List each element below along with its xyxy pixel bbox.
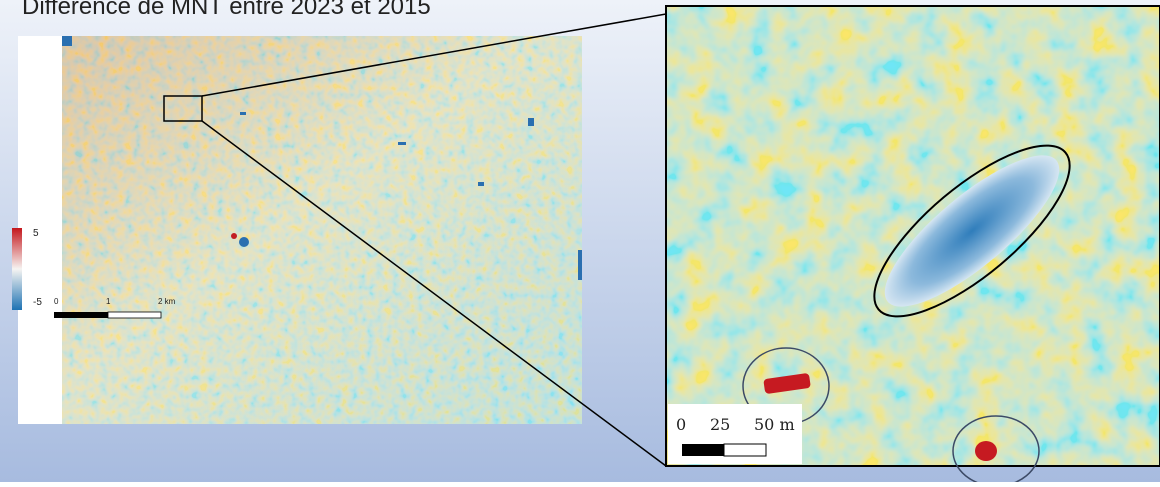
detail-scale-bar: 0 25 50 m: [668, 404, 802, 464]
scale-label: 1: [106, 297, 111, 306]
color-ramp: [12, 228, 22, 310]
detail-map: [667, 7, 1159, 465]
slide: Différence de MNT entre 2023 et 2015 5 -…: [0, 0, 1160, 482]
scale-label: 2 km: [158, 297, 176, 306]
legend-max: 5: [33, 228, 39, 239]
slide-title: Différence de MNT entre 2023 et 2015: [22, 0, 431, 20]
overview-texture: [62, 36, 582, 424]
scale-label: 25: [710, 415, 730, 434]
scale-label: 0: [54, 297, 59, 306]
scale-label: 50 m: [754, 415, 795, 434]
page: Différence de MNT entre 2023 et 2015 5 -…: [0, 0, 1160, 482]
legend-min: -5: [33, 297, 42, 308]
scale-label: 0: [676, 415, 686, 434]
